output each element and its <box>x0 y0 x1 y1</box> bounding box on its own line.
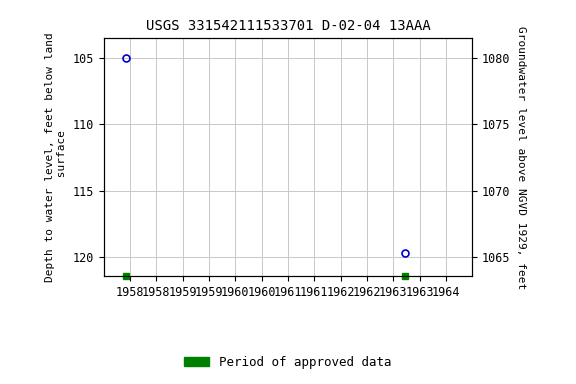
Y-axis label: Groundwater level above NGVD 1929, feet: Groundwater level above NGVD 1929, feet <box>516 26 526 289</box>
Title: USGS 331542111533701 D-02-04 13AAA: USGS 331542111533701 D-02-04 13AAA <box>146 19 430 33</box>
Y-axis label: Depth to water level, feet below land
 surface: Depth to water level, feet below land su… <box>46 33 67 282</box>
Legend: Period of approved data: Period of approved data <box>179 351 397 374</box>
